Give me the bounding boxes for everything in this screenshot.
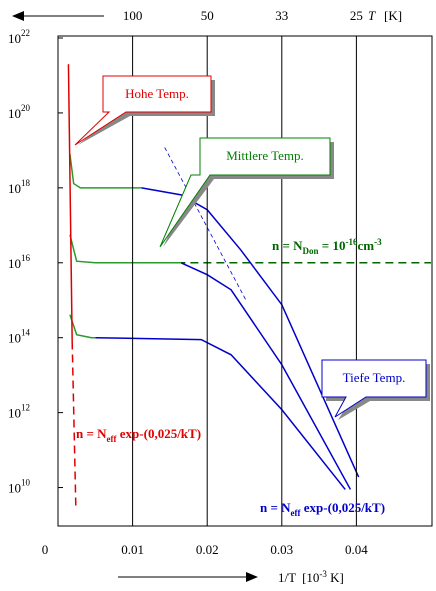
- f-sub: eff: [107, 434, 118, 444]
- y-tick-label: 1020: [8, 103, 31, 121]
- x-tick-label: 0.01: [121, 542, 144, 557]
- y-tick-base: 10: [8, 106, 21, 121]
- x-tick-label: 0: [42, 542, 49, 557]
- f-exp: -16: [345, 237, 357, 247]
- y-tick-label: 1014: [8, 328, 31, 346]
- callout-text: Hohe Temp.: [125, 86, 189, 101]
- x-label: 1/T [10-3 K]: [278, 569, 344, 585]
- top-tick-label: 50: [201, 8, 214, 23]
- top-label: T: [368, 8, 376, 23]
- y-tick-exp: 10: [21, 478, 31, 488]
- y-tick-label: 1010: [8, 478, 31, 496]
- top-tick-label: 100: [123, 8, 143, 23]
- y-tick-base: 10: [8, 331, 21, 346]
- series-line: [141, 187, 360, 478]
- callout-text: Mittlere Temp.: [226, 148, 304, 163]
- series-line: [180, 262, 352, 490]
- top-label-unit: [K]: [384, 8, 402, 23]
- f-text: n = N: [76, 426, 107, 441]
- arrow-head: [246, 572, 258, 582]
- callout-low: Tiefe Temp.: [321, 359, 430, 420]
- x-label-exp: -3: [319, 569, 327, 579]
- y-tick-exp: 22: [21, 28, 30, 38]
- arrow-head: [12, 11, 24, 21]
- series-line: [71, 341, 77, 511]
- callout-text: Tiefe Temp.: [343, 370, 406, 385]
- series-line: [95, 336, 346, 490]
- callout-high: Hohe Temp.: [74, 75, 215, 146]
- y-tick-label: 1016: [8, 253, 31, 271]
- f-text: n = N: [260, 500, 291, 515]
- series-line: [69, 314, 96, 339]
- series-line: [69, 154, 142, 189]
- f-rest: exp-(0,025/kT): [301, 500, 386, 515]
- y-tick-label: 1012: [8, 403, 30, 421]
- y-tick-exp: 12: [21, 403, 30, 413]
- top-tick-label: 25: [350, 8, 363, 23]
- y-tick-label: 1022: [8, 28, 30, 46]
- y-tick-exp: 14: [21, 328, 31, 338]
- callout-mid: Mittlere Temp.: [159, 137, 334, 248]
- y-tick-base: 10: [8, 31, 21, 46]
- f-exp2: -3: [374, 237, 382, 247]
- y-tick-base: 10: [8, 256, 21, 271]
- formula-red: n = Neff exp-(0,025/kT): [76, 426, 201, 444]
- series-line: [164, 147, 247, 301]
- y-tick-exp: 16: [21, 253, 31, 263]
- formula-blue: n = Neff exp-(0,025/kT): [260, 500, 385, 518]
- x-tick-label: 0.02: [196, 542, 219, 557]
- series-line: [67, 64, 73, 342]
- x-label-main: 1/T: [278, 570, 296, 585]
- x-tick-label: 0.04: [345, 542, 368, 557]
- x-label-unit-end: K]: [327, 570, 344, 585]
- f-text: n = N: [272, 238, 303, 253]
- y-tick-base: 10: [8, 181, 21, 196]
- top-tick-label: 33: [275, 8, 288, 23]
- series-line: [69, 234, 182, 264]
- f-rest: exp-(0,025/kT): [117, 426, 202, 441]
- y-tick-base: 10: [8, 406, 21, 421]
- y-tick-exp: 20: [21, 103, 31, 113]
- x-label-unit: [10: [302, 570, 319, 585]
- plot-frame: [57, 35, 433, 527]
- x-tick-label: 0.03: [270, 542, 293, 557]
- f-rest: cm: [357, 238, 374, 253]
- formula-green: n = NDon = 10-16cm-3: [272, 237, 382, 256]
- y-tick-label: 1018: [8, 178, 31, 196]
- f-sub: eff: [291, 508, 302, 518]
- f-mid: = 10: [319, 238, 346, 253]
- y-tick-exp: 18: [21, 178, 31, 188]
- f-sub: Don: [303, 246, 319, 256]
- y-tick-base: 10: [8, 481, 21, 496]
